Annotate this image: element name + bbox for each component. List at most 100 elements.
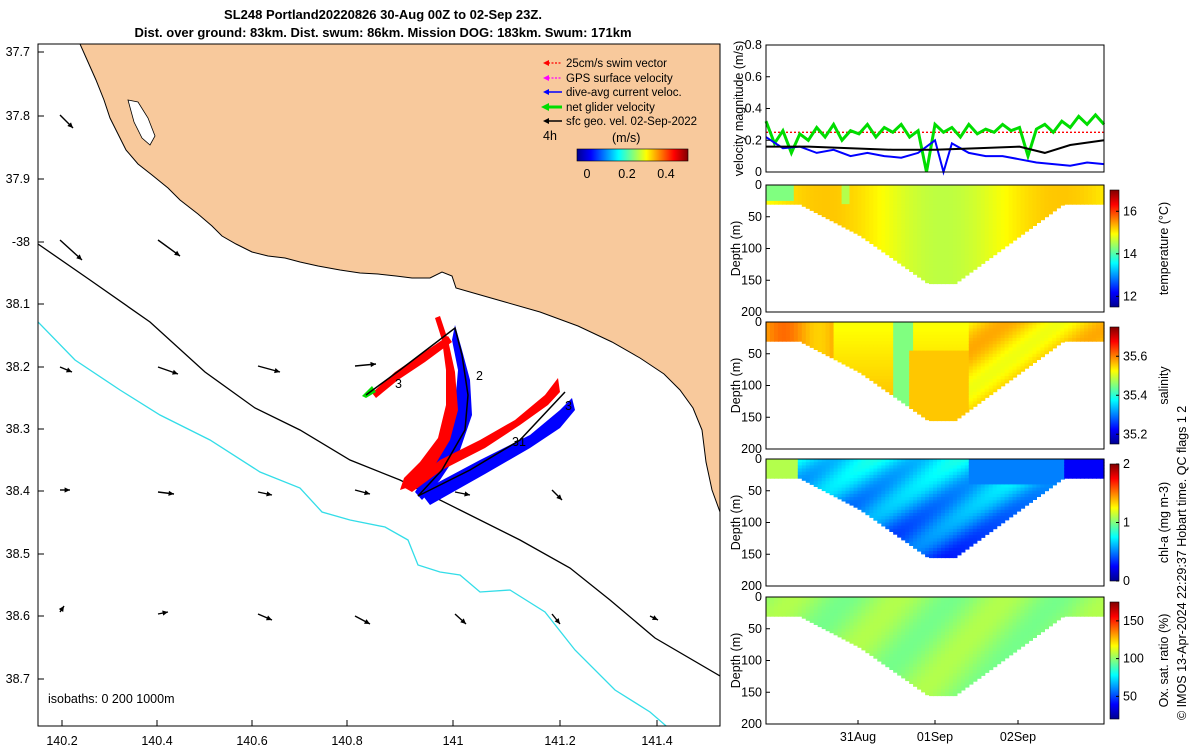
- time-step-label: 4h: [543, 129, 557, 143]
- chla-ytick-label: 150: [741, 547, 762, 561]
- salinity-cell: [846, 363, 851, 366]
- temperature-cell: [961, 277, 966, 278]
- salinity-cell: [1064, 338, 1069, 342]
- salinity-colorbar: [1110, 327, 1119, 444]
- salinity-cell: [993, 389, 998, 393]
- temperature-cell: [1032, 223, 1037, 226]
- temperature-cell: [861, 236, 866, 239]
- map-xtick-label: 140.6: [236, 734, 267, 748]
- temperature-cell: [997, 249, 1002, 253]
- map-xtick-label: 141.2: [544, 734, 575, 748]
- salinity-cell: [1052, 347, 1057, 348]
- chla-cell: [985, 532, 990, 535]
- salinity-cell: [1009, 379, 1014, 380]
- map-cbar-tick-label: 0: [584, 167, 591, 181]
- salinity-cell: [877, 386, 882, 387]
- day-label-3b: 3: [565, 399, 572, 413]
- salinity-cbar-tick-label: 35.4: [1123, 388, 1147, 402]
- temperature-cell: [921, 277, 926, 280]
- temperature-cbar-tick-label: 14: [1123, 247, 1137, 261]
- chla-cell: [997, 523, 1002, 527]
- salinity-cell: [885, 389, 890, 393]
- oxygen-cell: [901, 676, 906, 678]
- salinity-cell: [961, 414, 966, 415]
- salinity-cell: [933, 417, 938, 421]
- oxygen-cell: [850, 642, 855, 644]
- salinity-cell: [973, 405, 978, 407]
- velocity-ytick-label: 0.4: [745, 102, 762, 116]
- chla-cell: [770, 475, 775, 479]
- chla-cell: [921, 551, 926, 554]
- salinity-cell: [897, 398, 902, 400]
- salinity-cell: [985, 395, 990, 398]
- temperature-cell: [885, 252, 890, 256]
- chla-cell: [1064, 475, 1069, 479]
- salinity-cell: [1068, 338, 1073, 342]
- temperature-ylabel: Depth (m): [729, 221, 743, 277]
- chla-cbar-tick-label: 2: [1123, 457, 1130, 471]
- chla-cell: [905, 542, 910, 544]
- chla-cell: [766, 475, 771, 479]
- temperature-ytick-label: 50: [748, 210, 762, 224]
- salinity-cell: [794, 338, 799, 342]
- chla-cell: [993, 526, 998, 530]
- chla-cell: [885, 526, 890, 530]
- map-ytick-label: 38.4: [6, 484, 30, 498]
- oxygen-cell: [834, 632, 839, 635]
- temperature-cell: [1048, 214, 1053, 215]
- chla-cell: [861, 510, 866, 513]
- chla-cell: [814, 484, 819, 487]
- temperature-cell: [850, 229, 855, 231]
- oxygen-cell: [905, 680, 910, 682]
- oxygen-cell: [786, 613, 791, 617]
- map-ytick-label: 38.6: [6, 609, 30, 623]
- chla-cell: [1088, 475, 1093, 479]
- chla-cell: [798, 475, 803, 479]
- salinity-cell: [1036, 357, 1041, 360]
- temperature-cell: [1068, 201, 1073, 205]
- temperature-cell: [826, 217, 831, 219]
- temperature-cell: [786, 201, 791, 205]
- temperature-cell: [917, 274, 922, 278]
- temperature-cell: [1036, 220, 1041, 223]
- chla-cell: [1025, 503, 1030, 505]
- chla-ytick-label: 0: [755, 452, 762, 466]
- velocity-ytick-label: 0.6: [745, 70, 762, 84]
- temperature-cell: [973, 268, 978, 270]
- chla-ylabel: Depth (m): [729, 495, 743, 551]
- salinity-cell: [1021, 370, 1026, 372]
- chla-cell: [897, 535, 902, 537]
- temperature-cell: [877, 249, 882, 250]
- map-xtick-label: 140.2: [46, 734, 77, 748]
- salinity-cell: [949, 417, 954, 421]
- chla-cell: [961, 551, 966, 552]
- chla-cell: [881, 526, 886, 527]
- temperature-cbar-tick-label: 16: [1123, 204, 1137, 218]
- salinity-cell: [834, 357, 839, 360]
- oxygen-cell: [881, 664, 886, 665]
- map-cbar-tick-label: 0.4: [657, 167, 674, 181]
- temperature-cell: [1056, 207, 1061, 208]
- legend-label-gps: GPS surface velocity: [566, 73, 673, 85]
- salinity-cell: [969, 408, 974, 410]
- salinity-cell: [957, 417, 962, 418]
- chla-cell: [933, 554, 938, 558]
- salinity-cell: [1056, 344, 1061, 345]
- chla-cell: [977, 538, 982, 540]
- temperature-cell: [802, 204, 807, 207]
- salinity-cell: [981, 398, 986, 401]
- temperature-cell: [865, 239, 870, 241]
- temperature-cell: [969, 271, 974, 273]
- salinity-cell: [798, 338, 803, 342]
- chla-panel: 050100150200Depth (m)012chl-a (mg m-3): [729, 452, 1171, 593]
- salinity-cell: [786, 338, 791, 342]
- chla-cell: [782, 475, 787, 479]
- salinity-ytick-label: 50: [748, 347, 762, 361]
- map-ytick-label: -38: [12, 235, 30, 249]
- temperature-cell: [985, 258, 990, 261]
- oxygen-panel: 050100150200Depth (m)50100150 Ox. sat. ra…: [729, 590, 1171, 744]
- oxygen-cell: [810, 619, 815, 623]
- chla-cell: [945, 554, 950, 558]
- chla-cell: [877, 523, 882, 524]
- chla-cell: [1017, 510, 1022, 512]
